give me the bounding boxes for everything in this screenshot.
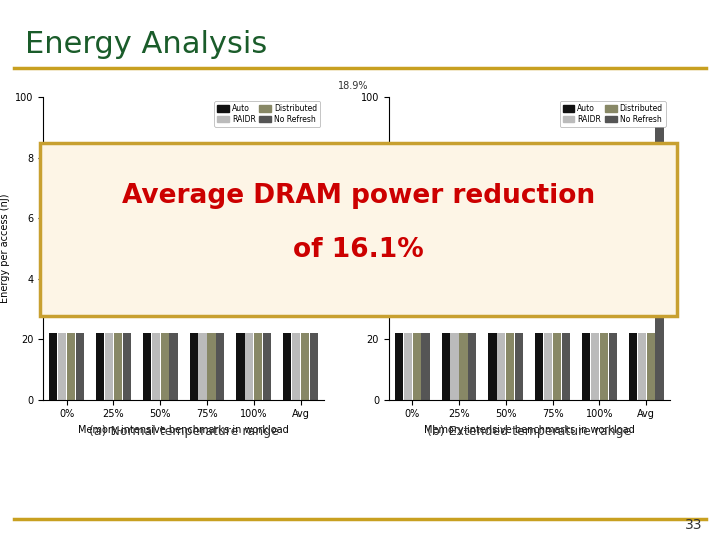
- X-axis label: Memory-intensive benchmarks in workload: Memory-intensive benchmarks in workload: [78, 425, 289, 435]
- Bar: [310, 333, 318, 400]
- Bar: [468, 333, 477, 400]
- Text: (b) Extended temperature range: (b) Extended temperature range: [427, 424, 631, 438]
- Bar: [96, 333, 104, 400]
- Bar: [544, 333, 552, 400]
- Text: (a) Normal temperature range: (a) Normal temperature range: [89, 424, 279, 438]
- Bar: [246, 333, 253, 400]
- Bar: [152, 333, 160, 400]
- Bar: [638, 333, 646, 400]
- Bar: [535, 333, 544, 400]
- Bar: [199, 333, 207, 400]
- X-axis label: Memory-intensive benchmarks in workload: Memory-intensive benchmarks in workload: [424, 425, 634, 435]
- Bar: [459, 333, 467, 400]
- Bar: [413, 333, 420, 400]
- Bar: [591, 333, 599, 400]
- Bar: [451, 333, 459, 400]
- Bar: [292, 333, 300, 400]
- Bar: [161, 333, 168, 400]
- Bar: [506, 333, 514, 400]
- Bar: [114, 333, 122, 400]
- Bar: [76, 333, 84, 400]
- Bar: [169, 333, 178, 400]
- Text: 33: 33: [685, 518, 702, 532]
- Legend: Auto, RAIDR, Distributed, No Refresh: Auto, RAIDR, Distributed, No Refresh: [560, 101, 666, 127]
- Bar: [562, 333, 570, 400]
- Bar: [421, 333, 430, 400]
- Bar: [647, 333, 654, 400]
- Bar: [608, 333, 617, 400]
- Legend: Auto, RAIDR, Distributed, No Refresh: Auto, RAIDR, Distributed, No Refresh: [215, 101, 320, 127]
- Bar: [441, 333, 450, 400]
- Bar: [216, 333, 225, 400]
- Bar: [263, 333, 271, 400]
- Y-axis label: Energy per access (nJ): Energy per access (nJ): [0, 194, 9, 303]
- Bar: [655, 127, 664, 400]
- Bar: [122, 333, 131, 400]
- Bar: [404, 333, 412, 400]
- Bar: [49, 333, 58, 400]
- Bar: [189, 333, 198, 400]
- Text: 18.9%: 18.9%: [338, 81, 369, 91]
- Bar: [105, 333, 113, 400]
- Bar: [254, 333, 262, 400]
- Bar: [488, 333, 497, 400]
- Bar: [629, 333, 637, 400]
- Bar: [600, 333, 608, 400]
- Bar: [301, 333, 309, 400]
- Bar: [283, 333, 292, 400]
- Bar: [67, 333, 75, 400]
- Text: of 16.1%: of 16.1%: [293, 237, 423, 263]
- Bar: [395, 333, 403, 400]
- Bar: [58, 333, 66, 400]
- Bar: [553, 333, 561, 400]
- Text: Average DRAM power reduction: Average DRAM power reduction: [122, 183, 595, 209]
- Bar: [498, 333, 505, 400]
- Text: Energy Analysis: Energy Analysis: [25, 30, 267, 59]
- Bar: [582, 333, 590, 400]
- Bar: [207, 333, 215, 400]
- Bar: [236, 333, 245, 400]
- Y-axis label: E: E: [345, 245, 355, 252]
- Bar: [515, 333, 523, 400]
- Bar: [143, 333, 151, 400]
